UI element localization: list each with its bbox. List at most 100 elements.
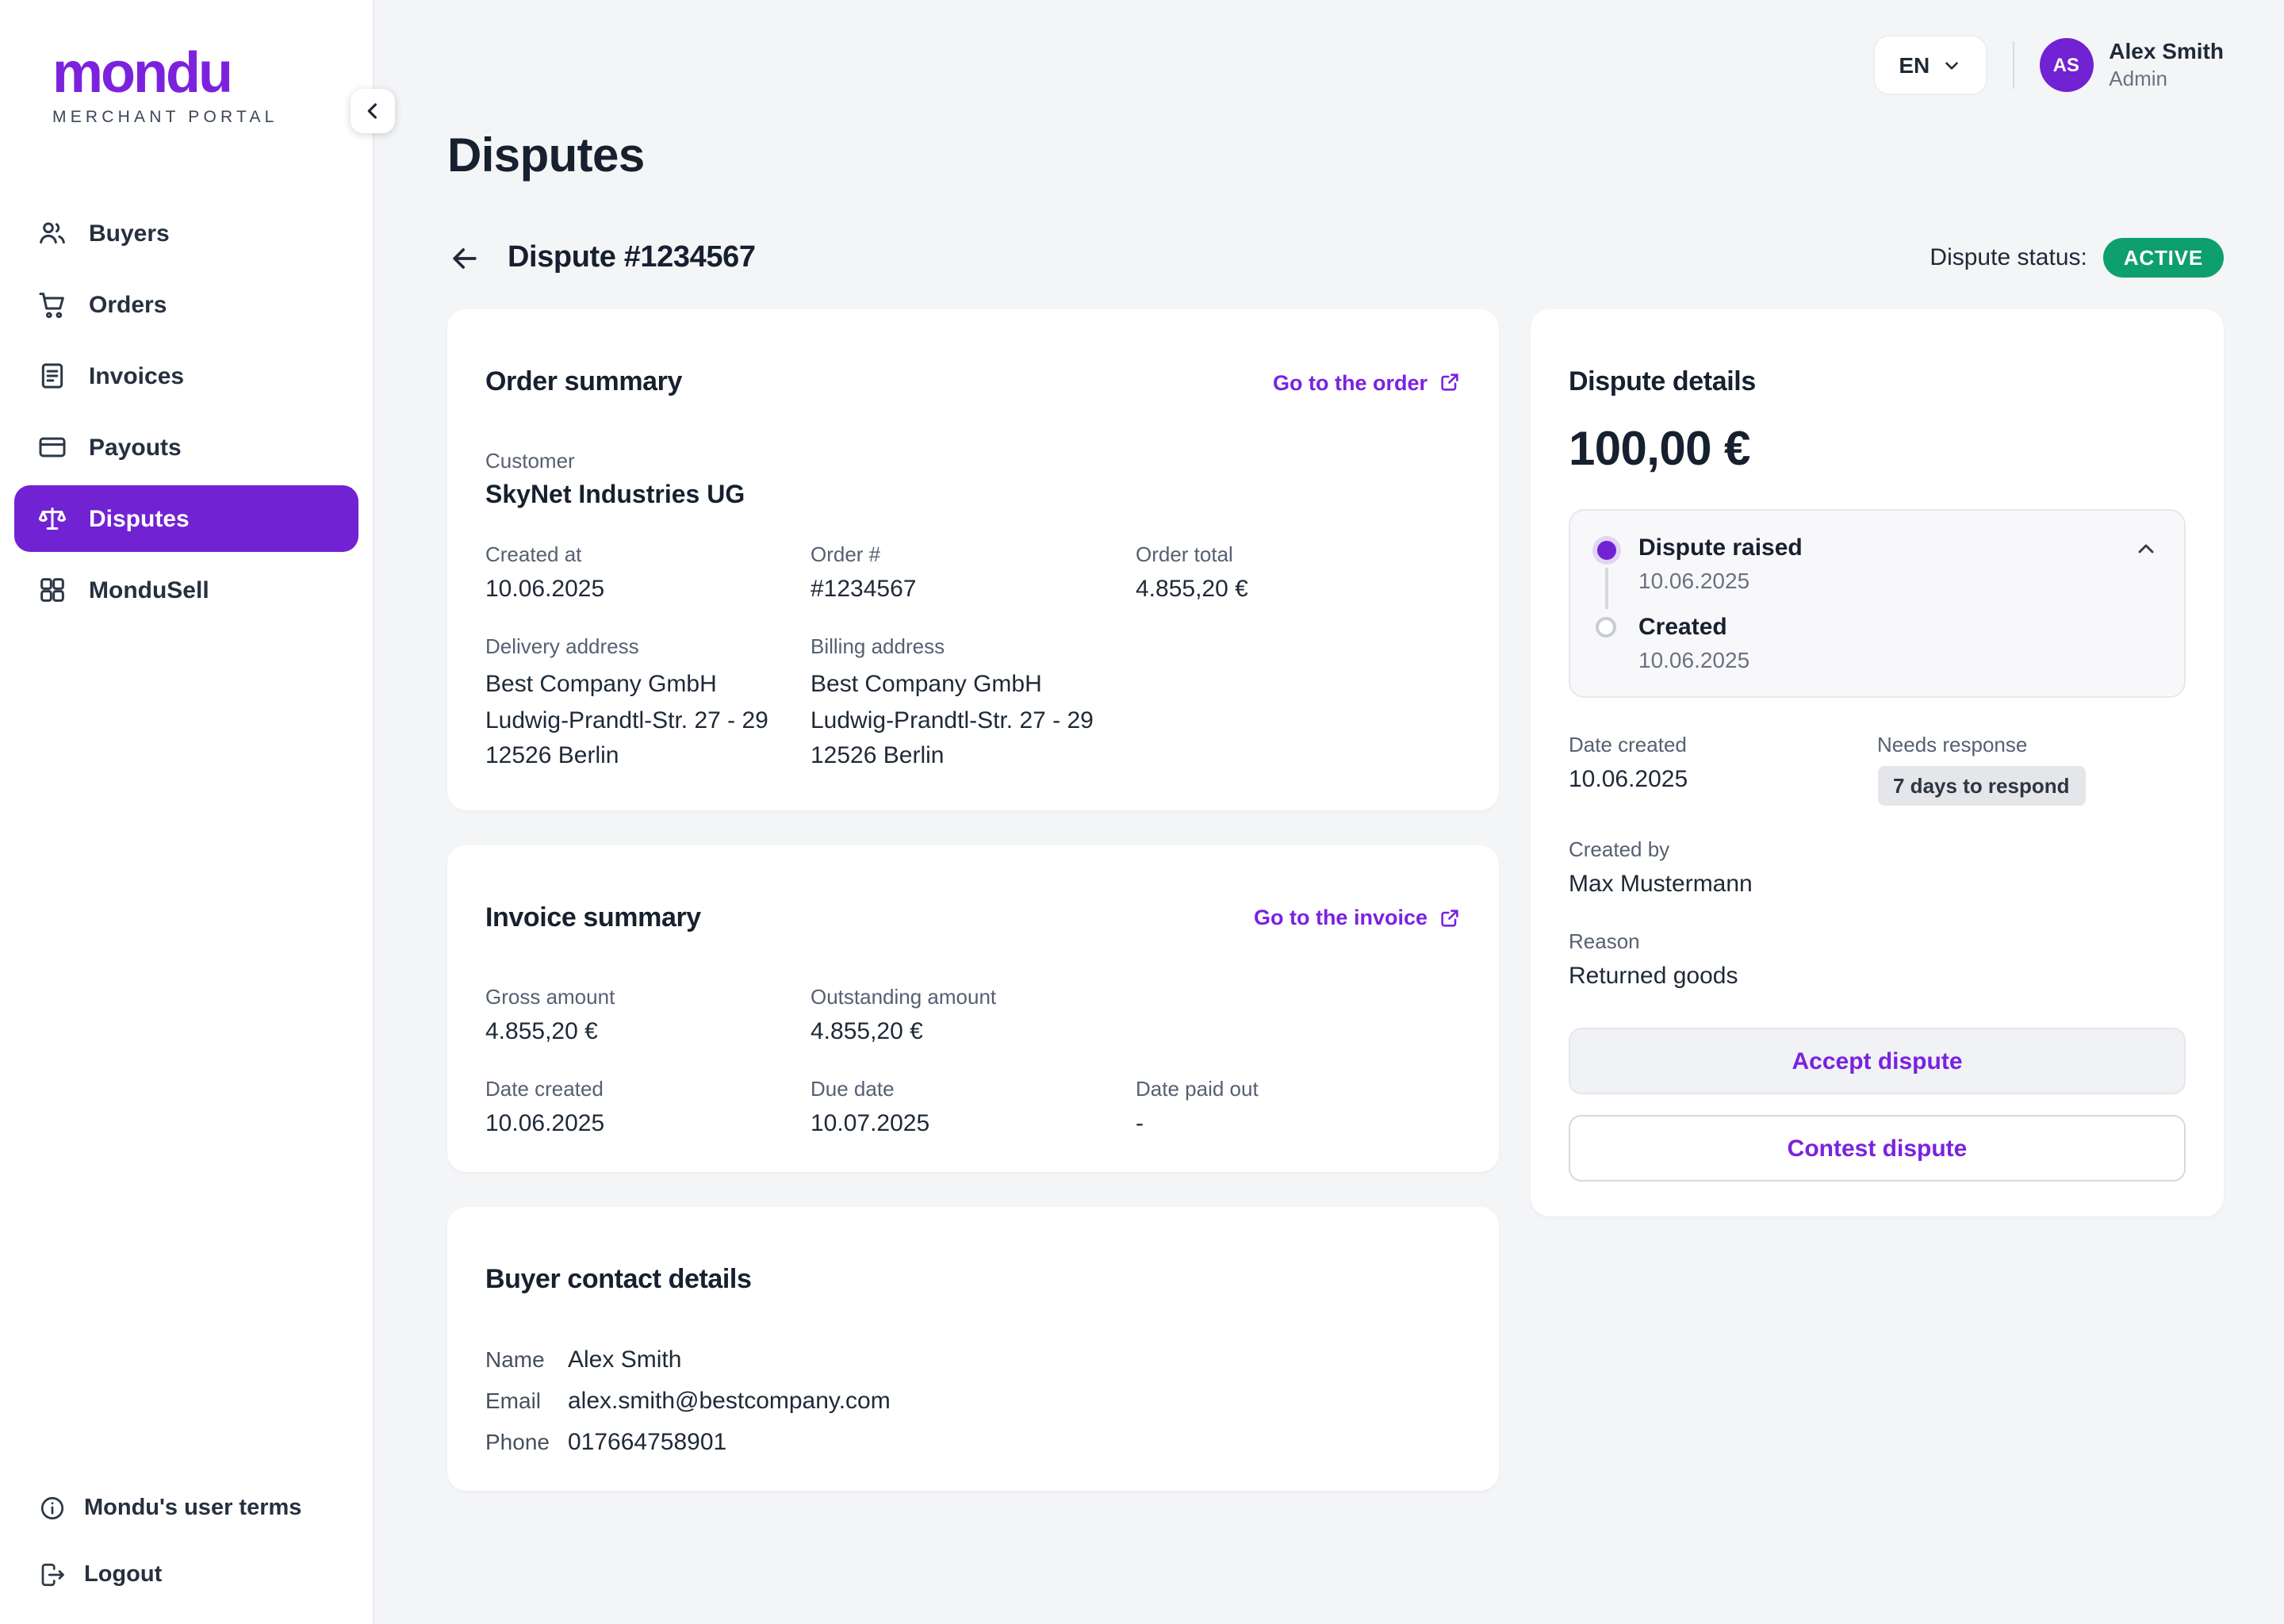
dispute-header: Dispute #1234567 Dispute status: ACTIVE — [447, 238, 2224, 278]
sidebar-item-disputes[interactable]: Disputes — [14, 485, 358, 552]
field-label: Reason — [1569, 929, 1640, 954]
dispute-status-label: Dispute status: — [1930, 244, 2087, 271]
contact-label: Name — [485, 1346, 545, 1373]
field-value: 10.06.2025 — [485, 1109, 605, 1137]
timeline-dot-filled — [1596, 541, 1615, 561]
sidebar-item-label: MonduSell — [89, 576, 209, 603]
field-label: Due date — [811, 1076, 895, 1101]
topbar-divider — [2012, 41, 2014, 89]
sidebar-item-buyers[interactable]: Buyers — [14, 200, 358, 266]
field-order-total: Order total 4.855,20 € — [1136, 542, 1461, 603]
contact-row-name: Name Alex Smith — [485, 1346, 1461, 1373]
sidebar-nav: Buyers Orders Invoices Payouts — [0, 200, 373, 623]
dispute-amount: 100,00 € — [1569, 423, 1750, 477]
dispute-details-card: Dispute details 100,00 € — [1531, 309, 2224, 1217]
billing-address: Billing address Best Company GmbH Ludwig… — [811, 634, 1136, 775]
order-summary-title: Order summary — [485, 366, 683, 397]
timeline-collapse-button[interactable] — [2130, 533, 2162, 565]
needs-response-badge: 7 days to respond — [1877, 766, 2086, 806]
contact-value: Alex Smith — [568, 1346, 682, 1374]
address-line: 12526 Berlin — [485, 742, 619, 770]
contest-dispute-button[interactable]: Contest dispute — [1569, 1115, 2186, 1182]
field-label: Delivery address — [485, 634, 639, 659]
go-to-order-link[interactable]: Go to the order — [1273, 370, 1461, 394]
contact-row-phone: Phone 017664758901 — [485, 1429, 1461, 1456]
timeline-entries: Dispute raised 10.06.2025 Created 10.06.… — [1638, 534, 1803, 672]
field-value: 10.06.2025 — [485, 576, 605, 603]
field-value: 10.07.2025 — [811, 1109, 930, 1137]
card-icon — [36, 431, 68, 463]
address-line: Ludwig-Prandtl-Str. 27 - 29 — [485, 707, 768, 734]
timeline-entry-title: Dispute raised — [1638, 534, 1803, 562]
field-created-by: Created by Max Mustermann — [1569, 837, 2186, 898]
timeline-rail — [1596, 534, 1616, 672]
field-value: 4.855,20 € — [485, 1017, 598, 1045]
timeline-connector — [1604, 568, 1608, 610]
sidebar-item-label: Orders — [89, 291, 167, 318]
field-outstanding-amount: Outstanding amount 4.855,20 € — [811, 985, 1136, 1045]
page-title: Disputes — [447, 130, 645, 182]
invoice-summary-header: Invoice summary Go to the invoice — [485, 879, 1461, 956]
grid-icon — [36, 574, 68, 606]
address-line: Best Company GmbH — [811, 671, 1042, 699]
sidebar-item-invoices[interactable]: Invoices — [14, 343, 358, 409]
right-column: Dispute details 100,00 € — [1531, 309, 2224, 1251]
dispute-timeline: Dispute raised 10.06.2025 Created 10.06.… — [1569, 509, 2186, 699]
main-content: EN AS Alex Smith Admin Disputes — [374, 0, 2284, 1624]
sidebar-item-label: Buyers — [89, 220, 170, 247]
logout-button[interactable]: Logout — [38, 1561, 373, 1589]
field-reason: Reason Returned goods — [1569, 929, 2186, 990]
delivery-address: Delivery address Best Company GmbH Ludwi… — [485, 634, 811, 775]
invoice-amounts-row: Gross amount 4.855,20 € Outstanding amou… — [485, 985, 1461, 1045]
go-to-invoice-link[interactable]: Go to the invoice — [1254, 906, 1461, 930]
language-selector[interactable]: EN — [1873, 35, 1987, 95]
field-label: Billing address — [811, 634, 945, 659]
user-terms-link[interactable]: Mondu's user terms — [38, 1494, 373, 1522]
contact-value: alex.smith@bestcompany.com — [568, 1388, 891, 1415]
go-to-order-label: Go to the order — [1273, 370, 1428, 395]
scale-icon — [36, 503, 68, 534]
cart-icon — [36, 289, 68, 320]
logout-label: Logout — [84, 1562, 163, 1588]
field-value: 4.855,20 € — [811, 1017, 923, 1045]
customer-field: Customer SkyNet Industries UG — [485, 449, 1461, 511]
field-label: Needs response — [1877, 733, 2028, 757]
sidebar-item-orders[interactable]: Orders — [14, 271, 358, 338]
back-button[interactable] — [447, 240, 482, 275]
timeline-entry-title: Created — [1638, 614, 1727, 642]
user-menu[interactable]: AS Alex Smith Admin — [2039, 38, 2224, 92]
chevron-up-icon — [2133, 536, 2159, 561]
timeline-dot-hollow — [1596, 617, 1616, 638]
mondu-logo: mondu — [52, 40, 233, 105]
user-name: Alex Smith — [2109, 38, 2224, 64]
address-line: Ludwig-Prandtl-Str. 27 - 29 — [811, 707, 1094, 734]
field-label: Date created — [1569, 733, 1687, 757]
sidebar-item-payouts[interactable]: Payouts — [14, 414, 358, 481]
field-date-created: Date created 10.06.2025 — [485, 1077, 811, 1137]
chevron-left-icon — [360, 98, 385, 124]
logout-icon — [38, 1561, 67, 1589]
accept-dispute-button[interactable]: Accept dispute — [1569, 1028, 2186, 1095]
field-dispute-date-created: Date created 10.06.2025 — [1569, 733, 1877, 806]
field-value: 4.855,20 € — [1136, 576, 1248, 603]
sidebar-collapse-button[interactable] — [351, 89, 395, 133]
field-due-date: Due date 10.07.2025 — [811, 1077, 1136, 1137]
dispute-info-grid: Date created 10.06.2025 Needs response 7… — [1569, 733, 2186, 806]
users-icon — [36, 217, 68, 249]
sidebar-item-label: Disputes — [89, 505, 190, 532]
go-to-invoice-label: Go to the invoice — [1253, 906, 1428, 930]
language-label: EN — [1899, 52, 1930, 78]
info-icon — [38, 1494, 67, 1522]
invoice-icon — [36, 360, 68, 392]
field-label: Date created — [485, 1076, 604, 1101]
arrow-left-icon — [447, 240, 482, 275]
sidebar-item-mondusell[interactable]: MonduSell — [14, 557, 358, 623]
customer-name: SkyNet Industries UG — [485, 482, 745, 510]
content-columns: Order summary Go to the order Customer S… — [447, 309, 2224, 1526]
dispute-status: Dispute status: ACTIVE — [1930, 238, 2224, 278]
field-date-paid-out: Date paid out - — [1136, 1077, 1461, 1137]
user-info: Alex Smith Admin — [2109, 38, 2224, 92]
invoice-summary-card: Invoice summary Go to the invoice Gross … — [447, 845, 1499, 1172]
field-label: Date paid out — [1136, 1076, 1259, 1101]
